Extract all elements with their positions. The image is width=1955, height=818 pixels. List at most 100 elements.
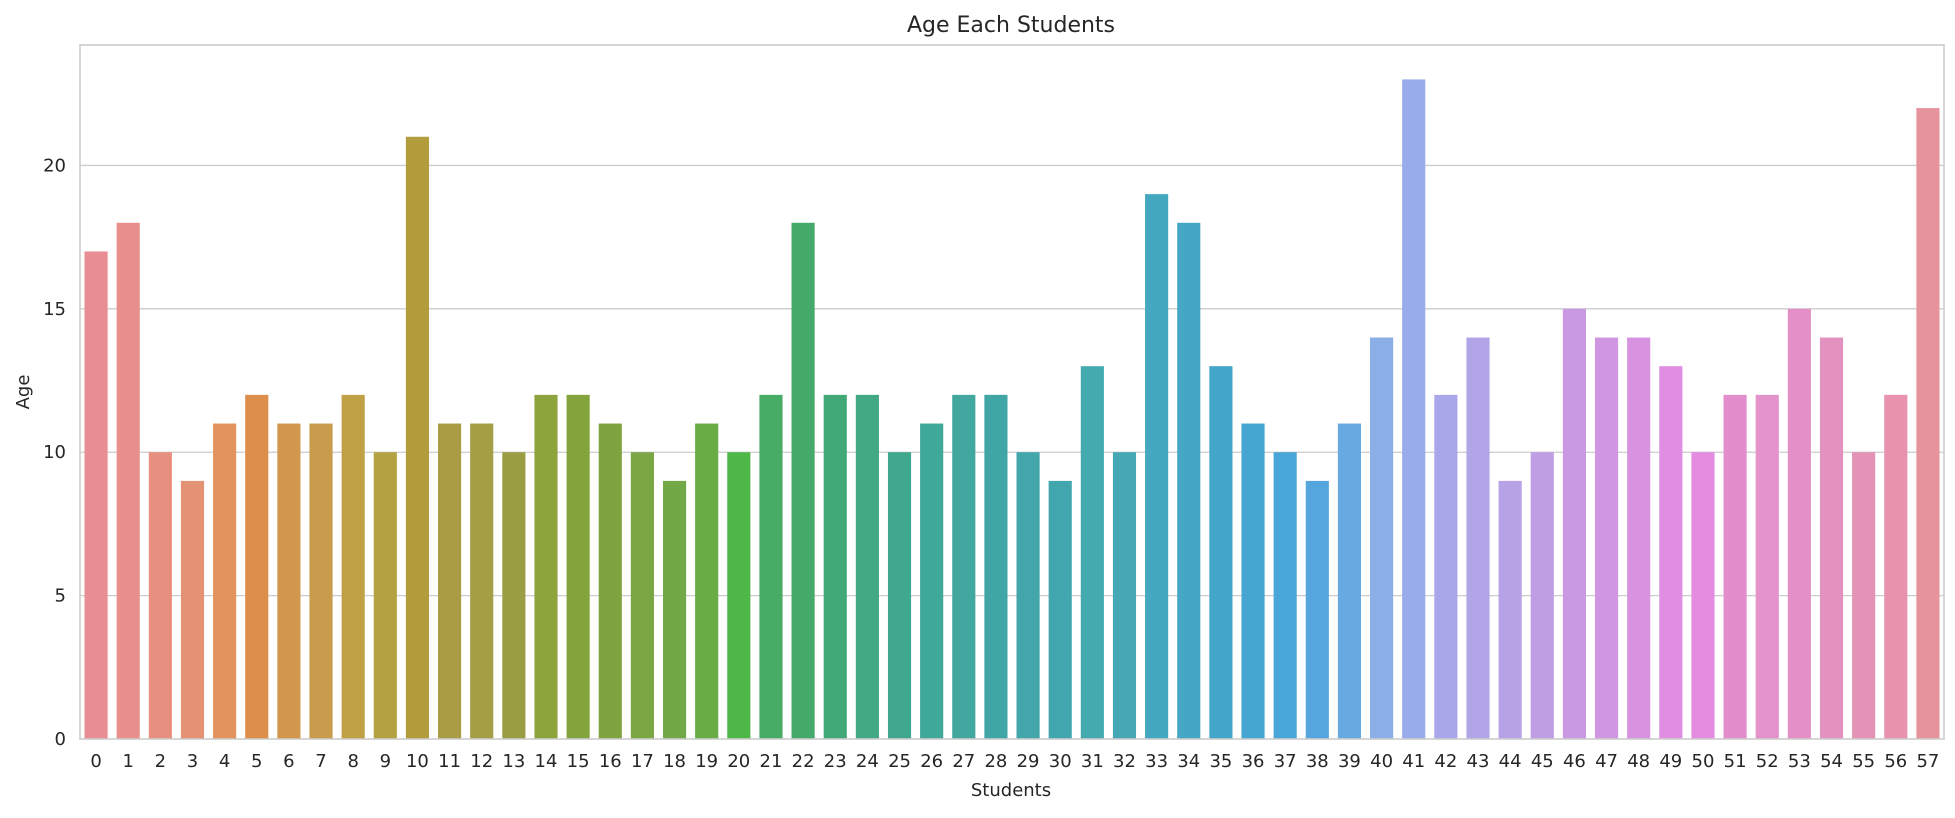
bar-student-1 bbox=[116, 222, 140, 740]
x-tick-label: 8 bbox=[347, 751, 358, 772]
bar-student-29 bbox=[1016, 452, 1040, 739]
bar-student-33 bbox=[1145, 194, 1169, 739]
x-tick-label: 7 bbox=[315, 751, 326, 772]
y-ticks: 0 5 10 15 20 bbox=[43, 155, 66, 750]
bar-student-17 bbox=[630, 452, 654, 739]
bar-student-38 bbox=[1305, 480, 1329, 739]
bar-student-10 bbox=[405, 136, 430, 739]
bar-student-22 bbox=[791, 222, 815, 740]
x-tick-label: 22 bbox=[792, 751, 815, 772]
x-tick-label: 34 bbox=[1177, 751, 1200, 772]
x-tick-label: 25 bbox=[888, 751, 911, 772]
x-tick-label: 26 bbox=[920, 751, 943, 772]
bar-student-57 bbox=[1916, 108, 1940, 739]
bar-student-40 bbox=[1370, 337, 1394, 739]
x-tick-label: 53 bbox=[1788, 751, 1811, 772]
x-tick-label: 44 bbox=[1499, 751, 1522, 772]
bar-student-13 bbox=[502, 452, 526, 739]
x-tick-label: 6 bbox=[283, 751, 294, 772]
x-tick-label: 3 bbox=[187, 751, 198, 772]
bar-student-44 bbox=[1498, 480, 1522, 739]
bar-student-21 bbox=[759, 394, 783, 739]
bar-student-0 bbox=[84, 251, 108, 739]
bars bbox=[84, 79, 1940, 740]
bar-student-34 bbox=[1177, 222, 1201, 740]
x-axis-label: Students bbox=[971, 780, 1051, 801]
bar-student-36 bbox=[1241, 423, 1265, 739]
x-tick-label: 46 bbox=[1563, 751, 1586, 772]
bar-student-56 bbox=[1884, 394, 1908, 739]
bar-student-48 bbox=[1627, 337, 1651, 739]
bar-student-16 bbox=[598, 423, 622, 739]
chart-title: Age Each Students bbox=[907, 13, 1115, 38]
x-tick-label: 21 bbox=[760, 751, 783, 772]
y-tick-label: 20 bbox=[43, 155, 66, 176]
x-tick-label: 14 bbox=[535, 751, 558, 772]
x-tick-label: 39 bbox=[1338, 751, 1361, 772]
bar-student-32 bbox=[1112, 452, 1137, 739]
bar-student-28 bbox=[984, 394, 1008, 739]
y-tick-label: 5 bbox=[55, 586, 66, 607]
x-tick-label: 43 bbox=[1467, 751, 1490, 772]
x-tick-label: 57 bbox=[1916, 751, 1939, 772]
x-tick-label: 33 bbox=[1145, 751, 1168, 772]
bar-student-43 bbox=[1466, 337, 1490, 739]
x-tick-label: 54 bbox=[1820, 751, 1843, 772]
bar-student-23 bbox=[823, 394, 847, 739]
bar-student-3 bbox=[180, 480, 205, 739]
bar-student-6 bbox=[277, 423, 301, 739]
x-tick-label: 50 bbox=[1692, 751, 1715, 772]
y-tick-label: 15 bbox=[43, 299, 66, 320]
x-ticks: 0 1 2 3 4 5 6 7 8 9 10 11 12 13 14 15 16 17 18 19 20 21 22 23 24… bbox=[90, 751, 1939, 772]
x-tick-label: 5 bbox=[251, 751, 262, 772]
bar-student-14 bbox=[534, 394, 558, 739]
bar-student-7 bbox=[309, 423, 333, 739]
y-tick-label: 10 bbox=[43, 442, 66, 463]
x-tick-label: 16 bbox=[599, 751, 622, 772]
x-tick-label: 27 bbox=[952, 751, 975, 772]
x-tick-label: 32 bbox=[1113, 751, 1136, 772]
bar-student-47 bbox=[1594, 337, 1619, 739]
x-tick-label: 49 bbox=[1659, 751, 1682, 772]
x-tick-label: 36 bbox=[1242, 751, 1265, 772]
x-tick-label: 35 bbox=[1209, 751, 1232, 772]
bar-student-39 bbox=[1337, 423, 1362, 739]
x-tick-label: 28 bbox=[984, 751, 1007, 772]
x-tick-label: 20 bbox=[727, 751, 750, 772]
x-tick-label: 10 bbox=[406, 751, 429, 772]
x-tick-label: 15 bbox=[567, 751, 590, 772]
x-tick-label: 55 bbox=[1852, 751, 1875, 772]
x-tick-label: 56 bbox=[1884, 751, 1907, 772]
bar-student-54 bbox=[1819, 337, 1844, 739]
x-tick-label: 31 bbox=[1081, 751, 1104, 772]
x-tick-label: 51 bbox=[1724, 751, 1747, 772]
x-tick-label: 40 bbox=[1370, 751, 1393, 772]
x-tick-label: 37 bbox=[1274, 751, 1297, 772]
x-tick-label: 23 bbox=[824, 751, 847, 772]
bar-student-27 bbox=[952, 394, 976, 739]
x-tick-label: 24 bbox=[856, 751, 879, 772]
x-tick-label: 42 bbox=[1434, 751, 1457, 772]
x-tick-label: 52 bbox=[1756, 751, 1779, 772]
bar-student-30 bbox=[1048, 480, 1072, 739]
x-tick-label: 0 bbox=[90, 751, 101, 772]
bar-student-41 bbox=[1402, 79, 1426, 740]
x-tick-label: 48 bbox=[1627, 751, 1650, 772]
bar-student-2 bbox=[148, 452, 172, 739]
x-tick-label: 38 bbox=[1306, 751, 1329, 772]
x-tick-label: 29 bbox=[1017, 751, 1040, 772]
bar-student-46 bbox=[1562, 308, 1586, 739]
x-tick-label: 2 bbox=[155, 751, 166, 772]
bar-student-4 bbox=[213, 423, 237, 739]
bar-student-8 bbox=[341, 394, 365, 739]
bar-student-20 bbox=[727, 452, 751, 739]
bar-student-42 bbox=[1434, 394, 1458, 739]
x-tick-label: 45 bbox=[1531, 751, 1554, 772]
x-tick-label: 1 bbox=[122, 751, 133, 772]
x-tick-label: 9 bbox=[380, 751, 391, 772]
bar-student-11 bbox=[438, 423, 462, 739]
bar-student-5 bbox=[245, 394, 269, 739]
y-tick-label: 0 bbox=[55, 729, 66, 750]
bar-student-55 bbox=[1852, 452, 1876, 739]
